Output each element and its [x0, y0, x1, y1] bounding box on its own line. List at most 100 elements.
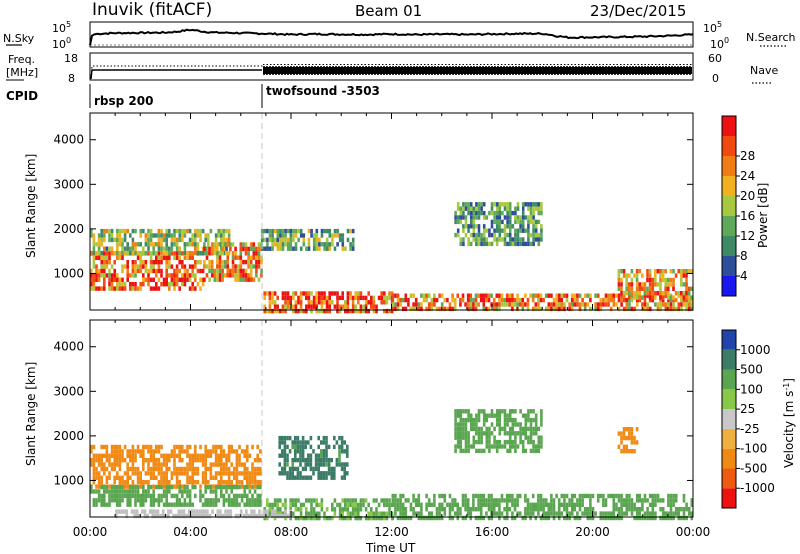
scatter-cell [330, 475, 333, 480]
scatter-cell [643, 515, 647, 521]
scatter-cell [628, 507, 631, 512]
scatter-cell [664, 302, 668, 307]
scatter-cell [234, 513, 238, 519]
scatter-cell [160, 484, 163, 490]
scatter-cell [333, 511, 337, 516]
scatter-cell [583, 293, 587, 298]
scatter-cell [427, 306, 431, 312]
scatter-cell [178, 449, 181, 454]
scatter-cell [685, 277, 688, 283]
scatter-cell [90, 458, 93, 463]
scatter-cell [472, 306, 475, 312]
scatter-cell [514, 431, 517, 436]
scatter-cell [217, 480, 220, 485]
time-tick-label: 20:00 [575, 525, 610, 539]
scatter-cell [279, 228, 282, 234]
scatter-cell [555, 511, 558, 516]
scatter-cell [459, 417, 463, 423]
scatter-cell [641, 507, 644, 512]
scatter-cell [162, 251, 166, 256]
scatter-cell [183, 484, 187, 490]
scatter-cell [116, 449, 119, 454]
scatter-cell [220, 493, 223, 499]
scatter-cell [225, 484, 228, 490]
scatter-cell [129, 502, 132, 507]
scatter-cell [659, 507, 662, 512]
scatter-cell [310, 291, 313, 296]
scatter-cell [116, 237, 119, 243]
scatter-cell [672, 498, 675, 503]
scatter-cell [495, 448, 499, 454]
scatter-cell [435, 297, 439, 303]
scatter-cell [204, 502, 207, 507]
scatter-cell [513, 507, 517, 512]
scatter-cell [503, 417, 507, 423]
scatter-cell [131, 453, 135, 458]
scatter-cell [625, 507, 629, 512]
scatter-cell [246, 466, 249, 472]
scatter-cell [173, 233, 176, 238]
scatter-cell [544, 306, 548, 312]
scatter-cell [511, 297, 514, 303]
scatter-cell [105, 246, 109, 251]
scatter-cell [133, 509, 136, 514]
scatter-cell [451, 306, 454, 312]
scatter-cell [459, 448, 463, 454]
scatter-cell [276, 507, 279, 512]
scatter-cell [651, 515, 655, 521]
scatter-cell [514, 237, 517, 242]
scatter-cell [299, 457, 302, 463]
scatter-cell [240, 471, 244, 476]
scatter-cell [245, 513, 248, 519]
scatter-cell [620, 431, 623, 436]
scatter-cell [322, 440, 326, 445]
scatter-cell [97, 462, 101, 467]
scatter-cell [654, 493, 657, 499]
scatter-cell [357, 502, 360, 508]
scatter-cell [377, 502, 381, 508]
scatter-cell [586, 511, 590, 516]
scatter-cell [131, 458, 135, 463]
scatter-cell [506, 232, 509, 238]
scatter-cell [210, 273, 214, 278]
scatter-cell [224, 513, 227, 519]
scatter-cell [289, 237, 293, 243]
scatter-cell [532, 444, 535, 449]
scatter-cell [201, 475, 205, 480]
scatter-cell [271, 246, 274, 251]
scatter-cell [529, 241, 533, 247]
scatter-cell [641, 515, 644, 521]
scatter-cell [635, 507, 639, 512]
scatter-cell [506, 439, 509, 445]
scatter-cell [344, 304, 347, 309]
scatter-cell [131, 246, 135, 251]
scatter-cell [346, 498, 350, 503]
scatter-cell [110, 237, 114, 243]
scatter-cell [271, 300, 274, 305]
scatter-cell [633, 295, 636, 300]
scatter-cell [194, 228, 197, 234]
scatter-cell [544, 511, 548, 516]
scatter-cell [129, 453, 132, 458]
scatter-cell [216, 264, 219, 269]
scatter-cell [186, 273, 189, 278]
scatter-cell [92, 475, 96, 480]
scatter-cell [212, 449, 215, 454]
scatter-cell [654, 502, 657, 507]
scatter-cell [477, 206, 481, 211]
scatter-cell [312, 246, 316, 251]
scatter-cell [160, 273, 163, 278]
scatter-cell [213, 246, 217, 252]
scatter-cell [160, 242, 163, 247]
scatter-cell [534, 306, 538, 312]
scatter-cell [628, 502, 631, 507]
scatter-cell [188, 466, 192, 472]
scatter-cell [638, 297, 642, 303]
scatter-cell [194, 458, 197, 463]
scatter-cell [279, 511, 282, 516]
scatter-cell [142, 282, 145, 287]
scatter-cell [508, 210, 512, 216]
scatter-cell [157, 228, 161, 234]
scatter-cell [108, 453, 111, 458]
scatter-cell [165, 493, 168, 499]
